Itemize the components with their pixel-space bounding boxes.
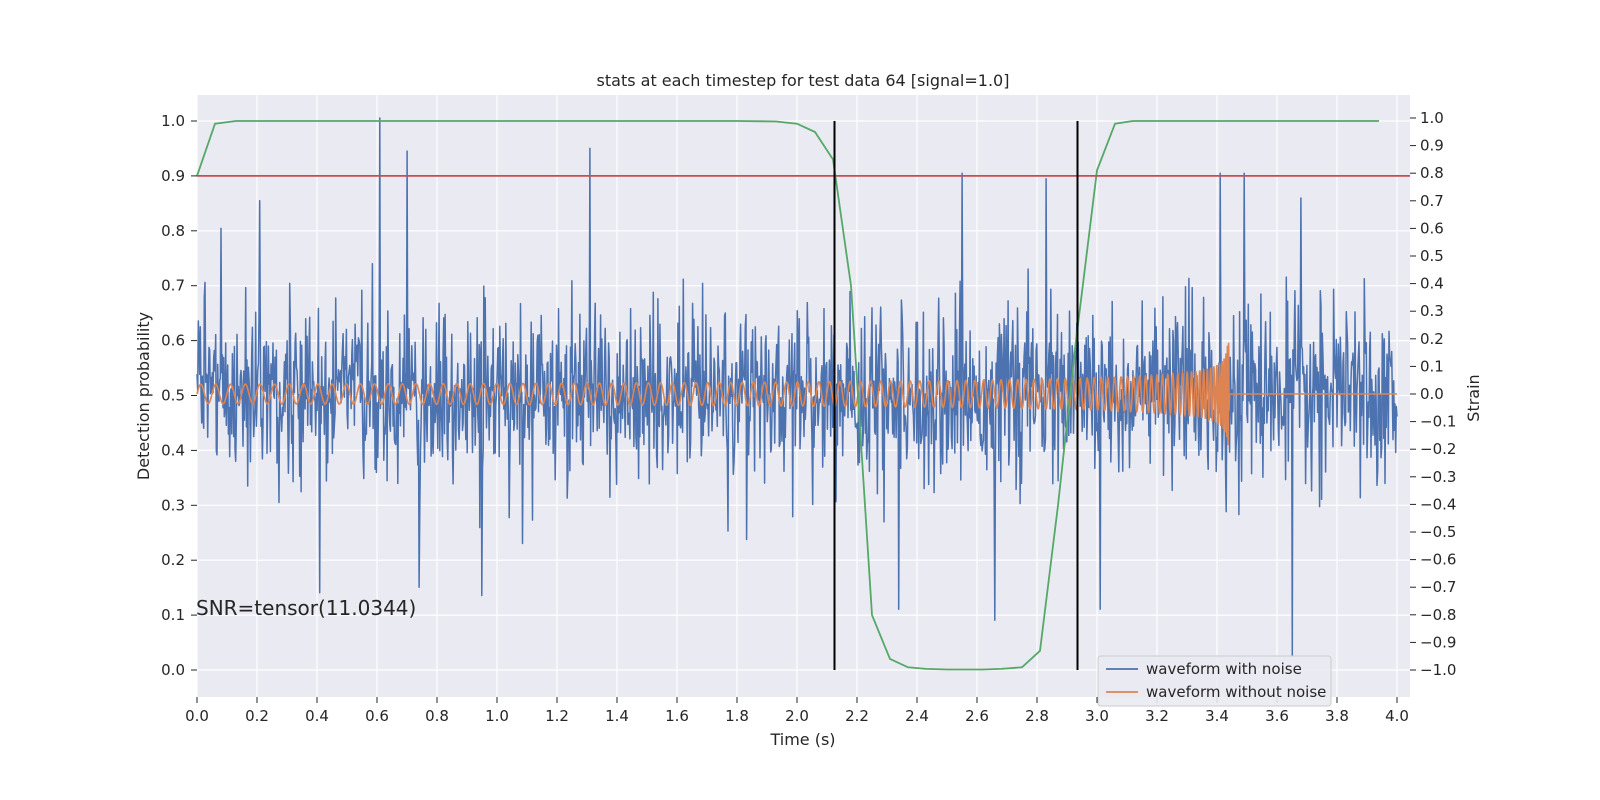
clean-waveform-line	[196, 342, 1397, 446]
right-tick-label: 0.5	[1420, 247, 1444, 265]
right-tick-label: 0.4	[1420, 275, 1444, 293]
right-tick-label: −0.6	[1420, 551, 1456, 569]
x-tick-label: 2.0	[785, 707, 809, 725]
right-tick-label: −0.1	[1420, 413, 1456, 431]
right-tick-label: 0.7	[1420, 192, 1444, 210]
left-tick-label: 0.5	[161, 387, 185, 405]
right-tick-label: −0.5	[1420, 523, 1456, 541]
chart-title: stats at each timestep for test data 64 …	[597, 71, 1010, 90]
x-tick-label: 3.2	[1145, 707, 1169, 725]
right-tick-label: −0.3	[1420, 468, 1456, 486]
x-axis-ticks: 0.0 0.2 0.4 0.6 0.8 1.0 1.2 1.4 1.6 1.8 2.0 2.2 2.4 2…	[185, 697, 1409, 725]
right-tick-label: −0.7	[1420, 578, 1456, 596]
right-axis-title: Strain	[1464, 374, 1483, 421]
right-tick-label: −0.9	[1420, 633, 1456, 651]
snr-annotation: SNR=tensor(11.0344)	[196, 596, 416, 620]
right-axis-ticks: −1.0 −0.9 −0.8 −0.7 −0.6 −0.5 −0.4 −0.3 −0.2 −0.1…	[1410, 109, 1456, 679]
left-tick-label: 0.6	[161, 332, 185, 350]
x-tick-label: 2.4	[905, 707, 929, 725]
right-tick-label: −1.0	[1420, 661, 1456, 679]
x-tick-label: 1.8	[725, 707, 749, 725]
x-tick-label: 3.6	[1265, 707, 1289, 725]
legend: waveform with noise waveform without noi…	[1097, 655, 1332, 707]
left-tick-label: 0.8	[161, 222, 185, 240]
x-tick-label: 0.4	[305, 707, 329, 725]
right-tick-label: −0.2	[1420, 440, 1456, 458]
x-tick-label: 3.0	[1085, 707, 1109, 725]
legend-label-noise: waveform with noise	[1146, 660, 1302, 678]
left-tick-label: 0.1	[161, 606, 185, 624]
right-tick-label: 0.3	[1420, 302, 1444, 320]
x-tick-label: 0.8	[425, 707, 449, 725]
x-tick-label: 0.2	[245, 707, 269, 725]
left-tick-label: 0.9	[161, 167, 185, 185]
overlay-layer	[197, 121, 1410, 670]
x-tick-label: 1.4	[605, 707, 629, 725]
left-axis-ticks: 0.0 0.1 0.2 0.3 0.4 0.5 0.6 0.7 0.8 0.9 1.0	[161, 112, 197, 679]
legend-box	[1097, 655, 1332, 707]
x-tick-label: 2.6	[965, 707, 989, 725]
right-tick-label: 0.9	[1420, 137, 1444, 155]
left-tick-label: 0.2	[161, 551, 185, 569]
right-tick-label: 1.0	[1420, 109, 1444, 127]
left-axis-title: Detection probability	[134, 312, 153, 480]
left-tick-label: 0.4	[161, 441, 185, 459]
chirp-series-layer	[196, 342, 1397, 446]
left-tick-label: 0.7	[161, 277, 185, 295]
left-tick-label: 0.0	[161, 661, 185, 679]
right-tick-label: −0.8	[1420, 606, 1456, 624]
right-tick-label: −0.4	[1420, 495, 1456, 513]
x-tick-label: 2.8	[1025, 707, 1049, 725]
x-tick-label: 3.8	[1325, 707, 1349, 725]
x-tick-label: 0.0	[185, 707, 209, 725]
x-tick-label: 1.0	[485, 707, 509, 725]
x-axis-title: Time (s)	[769, 730, 835, 749]
x-tick-label: 0.6	[365, 707, 389, 725]
right-tick-label: 0.8	[1420, 164, 1444, 182]
legend-label-clean: waveform without noise	[1146, 683, 1326, 701]
left-tick-label: 0.3	[161, 496, 185, 514]
x-tick-label: 2.2	[845, 707, 869, 725]
x-tick-label: 3.4	[1205, 707, 1229, 725]
right-tick-label: 0.0	[1420, 385, 1444, 403]
x-tick-label: 1.6	[665, 707, 689, 725]
x-tick-label: 4.0	[1385, 707, 1409, 725]
x-tick-label: 1.2	[545, 707, 569, 725]
right-tick-label: 0.2	[1420, 330, 1444, 348]
detection-probability-line	[196, 120, 1379, 671]
right-tick-label: 0.6	[1420, 219, 1444, 237]
right-tick-label: 0.1	[1420, 357, 1444, 375]
left-tick-label: 1.0	[161, 112, 185, 130]
probability-series-layer	[196, 120, 1379, 671]
